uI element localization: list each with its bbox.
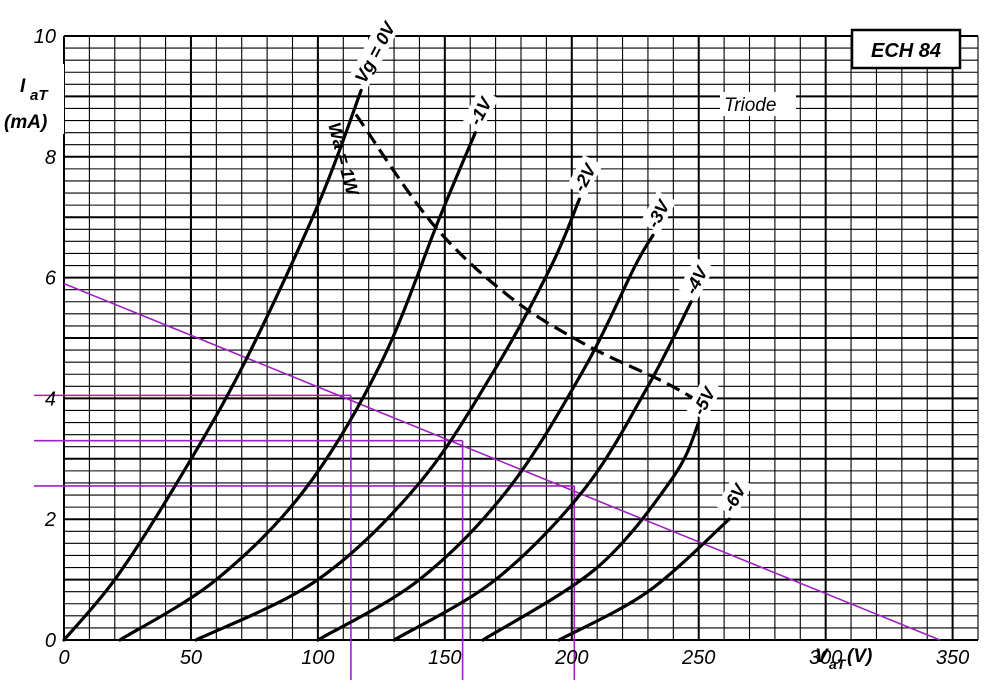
- load-line: [63, 282, 941, 641]
- curve-vg-0: [62, 88, 363, 642]
- y-tick-label: 6: [45, 268, 57, 290]
- x-tick-label: 350: [936, 647, 969, 669]
- y-tick-label: 10: [34, 26, 56, 48]
- x-axis-label-main: V: [815, 646, 829, 667]
- curve-vg-5: [481, 421, 701, 642]
- load-line-group: [34, 282, 941, 680]
- tick-labels: 0 50 100 150 200 250 300 350 0 2 4 6 8 10: [34, 26, 970, 669]
- curve-vg-4: [392, 300, 693, 642]
- y-tick-label: 8: [45, 147, 56, 169]
- y-tick-label: 2: [44, 509, 56, 531]
- y-axis-label-sub: aT: [30, 87, 49, 104]
- x-axis-label-unit: (V): [847, 646, 872, 667]
- curve-vg-1: [118, 131, 477, 642]
- y-tick-label: 0: [45, 630, 56, 652]
- x-tick-label: 50: [180, 647, 202, 669]
- x-tick-label: 250: [681, 647, 715, 669]
- dissipation-curve: [354, 113, 695, 400]
- x-tick-label: 200: [554, 647, 588, 669]
- y-axis-label-main: I: [20, 76, 26, 97]
- curves: [62, 88, 731, 642]
- x-tick-label: 100: [301, 647, 334, 669]
- chart-subtitle: Triode: [724, 95, 776, 116]
- x-axis-label-sub: aT: [829, 656, 847, 672]
- curve-vg-3: [316, 233, 655, 642]
- title-box: [850, 28, 962, 70]
- x-tick-label: 0: [58, 647, 69, 669]
- curve-vg-2: [194, 197, 581, 642]
- y-axis-label-unit: (mA): [4, 112, 47, 133]
- x-tick-label: 150: [428, 647, 461, 669]
- chart-title: ECH 84: [871, 40, 941, 62]
- curve-vg-6: [557, 517, 731, 642]
- grid: [63, 35, 979, 641]
- y-tick-label: 4: [45, 388, 56, 410]
- x-tick-label: 300: [809, 647, 842, 669]
